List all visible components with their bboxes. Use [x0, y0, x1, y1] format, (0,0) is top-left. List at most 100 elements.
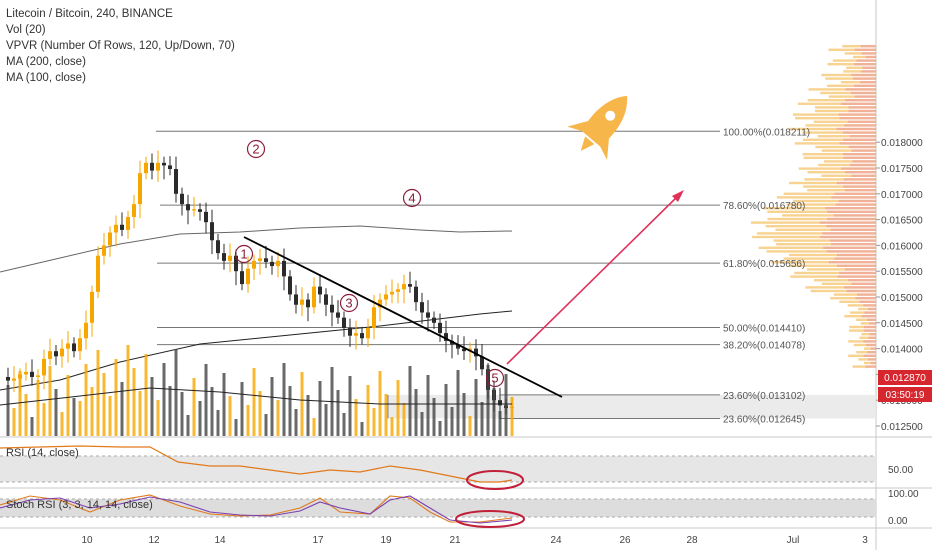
- trend-line: [243, 236, 563, 398]
- fib-level-label: 23.60%(0.013102): [723, 391, 805, 402]
- candle-body: [384, 294, 388, 300]
- wave-label-circle: [339, 293, 359, 313]
- time-tick-label: 3: [862, 535, 868, 546]
- vpvr-row-down: [854, 95, 876, 98]
- volume-bar: [348, 376, 352, 436]
- vpvr-row: [808, 88, 876, 91]
- rsi-pane-label[interactable]: RSI (14, close): [6, 447, 79, 459]
- volume-bar: [186, 415, 190, 436]
- vpvr-row: [752, 235, 876, 239]
- vpvr-row: [794, 117, 876, 120]
- time-tick-label: 19: [380, 535, 392, 546]
- vpvr-row: [848, 340, 876, 343]
- candle-body: [402, 284, 406, 290]
- volume-bar: [204, 364, 208, 436]
- vpvr-row-down: [848, 109, 876, 113]
- vpvr-row-down: [869, 322, 876, 325]
- legend-indicator-vol[interactable]: Vol (20): [6, 24, 46, 36]
- vpvr-row-down: [862, 66, 876, 69]
- candle-body: [294, 294, 298, 305]
- candle-body: [312, 286, 316, 308]
- volume-bar: [84, 364, 88, 436]
- volume-bar: [198, 401, 202, 436]
- volume-bar: [216, 410, 220, 436]
- vpvr-row: [802, 131, 876, 134]
- vpvr-row: [790, 275, 876, 278]
- candle-body: [204, 211, 208, 223]
- vpvr-row: [783, 257, 876, 260]
- volume-bar: [270, 377, 274, 436]
- vpvr-row-down: [843, 138, 876, 141]
- vpvr-row: [773, 239, 876, 242]
- candle-body: [342, 317, 346, 328]
- volume-bar: [246, 405, 250, 436]
- candle-body: [54, 351, 58, 357]
- candle-body: [180, 193, 184, 205]
- vpvr-row-down: [860, 81, 876, 84]
- volume-bar: [324, 404, 328, 436]
- price-tick-label: 0.017000: [881, 190, 923, 201]
- volume-bar: [444, 384, 448, 436]
- vpvr-row: [807, 189, 876, 192]
- last-price-badge: [878, 370, 932, 385]
- vpvr-row-down: [867, 307, 876, 311]
- candle-body: [72, 343, 76, 352]
- volume-bar: [438, 421, 442, 436]
- vpvr-row-down: [854, 63, 876, 66]
- vpvr-row: [852, 365, 876, 368]
- vpvr-row: [828, 95, 876, 98]
- volume-bar: [342, 413, 346, 436]
- candle-body: [288, 276, 292, 295]
- vpvr-row-down: [837, 264, 876, 267]
- vpvr-row: [832, 59, 876, 62]
- volume-bar: [408, 366, 412, 436]
- candle-body: [474, 348, 478, 357]
- vpvr-row: [776, 243, 876, 246]
- vpvr-row-down: [863, 325, 876, 329]
- wave-label-text: 1: [240, 247, 247, 262]
- vpvr-row-down: [839, 271, 876, 275]
- volume-bar: [156, 400, 160, 436]
- vpvr-row: [856, 351, 876, 354]
- vpvr-row-down: [864, 311, 876, 314]
- volume-bar: [180, 392, 184, 436]
- volume-bar: [60, 412, 64, 436]
- vpvr-row: [859, 336, 876, 339]
- volume-bar: [54, 389, 58, 436]
- candle-body: [96, 255, 100, 292]
- volume-bar: [114, 359, 118, 436]
- vpvr-row-down: [844, 268, 876, 271]
- stoch-rsi-pane-label[interactable]: Stoch RSI (3, 3, 14, 14, close): [6, 499, 153, 511]
- volume-bar: [498, 411, 502, 436]
- vpvr-row-down: [845, 189, 876, 192]
- price-tick-label: 0.016500: [881, 216, 923, 227]
- candle-body: [24, 371, 28, 375]
- candle-body: [138, 173, 142, 205]
- vpvr-row: [763, 207, 876, 210]
- legend-indicator-vpvr[interactable]: VPVR (Number Of Rows, 120, Up/Down, 70): [6, 40, 235, 52]
- vpvr-row: [860, 322, 876, 325]
- wave-label-text: 4: [408, 191, 415, 206]
- legend-title[interactable]: Litecoin / Bitcoin, 240, BINANCE: [6, 8, 173, 20]
- vpvr-row: [833, 293, 876, 296]
- legend-indicator-ma100[interactable]: MA (100, close): [6, 72, 86, 84]
- volume-bar: [294, 409, 298, 436]
- vpvr-row-down: [870, 347, 876, 350]
- vpvr-row-down: [861, 52, 876, 55]
- candle-body: [168, 165, 172, 170]
- legend-indicator-ma200[interactable]: MA (200, close): [6, 56, 86, 68]
- vpvr-row-down: [849, 135, 876, 138]
- volume-bar: [264, 414, 268, 436]
- volume-bar: [492, 388, 496, 436]
- rsi-line: [0, 445, 513, 483]
- vpvr-row-down: [838, 199, 876, 203]
- vpvr-row: [856, 318, 876, 321]
- candle-body: [282, 260, 286, 277]
- vpvr-row: [858, 307, 876, 311]
- vpvr-row-down: [863, 354, 876, 357]
- volume-bar: [18, 371, 22, 436]
- time-tick-label: 28: [686, 535, 698, 546]
- vpvr-row: [751, 221, 876, 224]
